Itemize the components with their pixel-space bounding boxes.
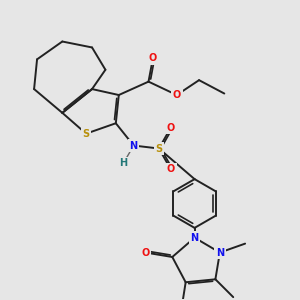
Text: N: N	[130, 140, 138, 151]
Text: O: O	[141, 248, 150, 257]
Text: O: O	[149, 53, 157, 63]
Text: O: O	[172, 90, 181, 100]
Text: N: N	[190, 233, 199, 243]
Text: O: O	[167, 123, 175, 133]
Text: O: O	[167, 164, 175, 174]
Text: H: H	[119, 158, 127, 168]
Text: S: S	[155, 143, 163, 154]
Text: S: S	[82, 129, 90, 139]
Text: N: N	[216, 248, 224, 257]
